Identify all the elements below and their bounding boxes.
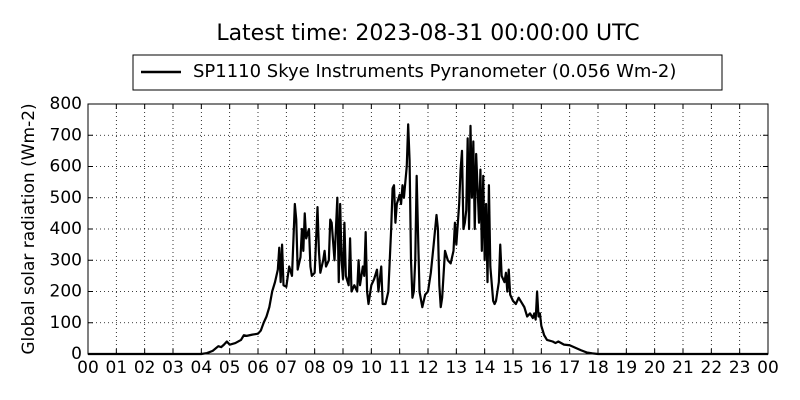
x-tick-label: 23: [729, 358, 751, 378]
y-tick-label: 300: [50, 250, 82, 270]
series-line: [88, 123, 768, 356]
y-tick-label: 800: [50, 94, 82, 114]
x-tick-label: 12: [417, 358, 439, 378]
x-tick-label: 10: [361, 358, 383, 378]
y-tick-label: 600: [50, 157, 82, 177]
y-axis-label: Global solar radiation (Wm-2): [19, 103, 39, 354]
x-tick-label: 00: [77, 358, 99, 378]
x-tick-label: 20: [644, 358, 666, 378]
x-tick-label: 00: [757, 358, 779, 378]
chart-title: Latest time: 2023-08-31 00:00:00 UTC: [216, 21, 639, 46]
y-tick-label: 200: [50, 282, 82, 302]
x-tick-label: 11: [389, 358, 411, 378]
x-tick-label: 01: [106, 358, 128, 378]
y-tick-label: 0: [71, 344, 82, 364]
x-tick-label: 16: [531, 358, 553, 378]
x-tick-label: 17: [559, 358, 581, 378]
x-tick-label: 21: [672, 358, 694, 378]
x-tick-label: 08: [304, 358, 326, 378]
x-tick-label: 05: [219, 358, 241, 378]
x-tick-label: 19: [616, 358, 638, 378]
x-tick-label: 14: [474, 358, 496, 378]
legend-label: SP1110 Skye Instruments Pyranometer (0.0…: [193, 61, 676, 82]
legend-box: [132, 54, 723, 91]
x-tick-label: 18: [587, 358, 609, 378]
x-tick-label: 04: [191, 358, 213, 378]
y-tick-label: 500: [50, 188, 82, 208]
x-tick-label: 15: [502, 358, 524, 378]
x-tick-label: 13: [446, 358, 468, 378]
y-tick-label: 100: [50, 313, 82, 333]
x-tick-label: 09: [332, 358, 354, 378]
x-tick-label: 22: [701, 358, 723, 378]
x-tick-label: 03: [162, 358, 184, 378]
y-tick-label: 700: [50, 125, 82, 145]
x-tick-label: 06: [247, 358, 269, 378]
y-tick-label: 400: [50, 219, 82, 239]
x-tick-label: 02: [134, 358, 156, 378]
plot-frame: [87, 103, 769, 355]
x-tick-label: 07: [276, 358, 298, 378]
